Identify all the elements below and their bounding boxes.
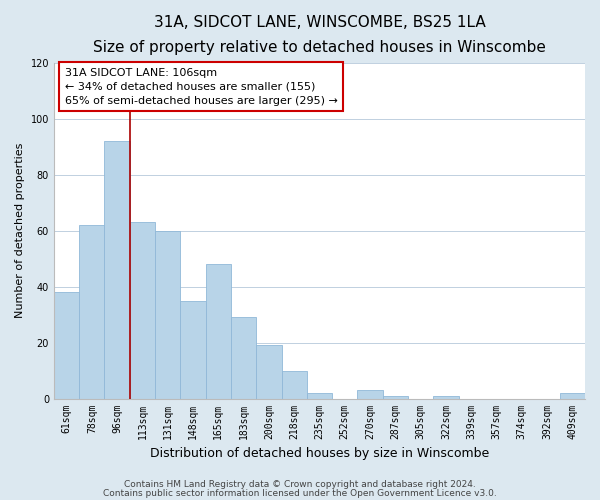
X-axis label: Distribution of detached houses by size in Winscombe: Distribution of detached houses by size … bbox=[150, 447, 489, 460]
Text: Contains HM Land Registry data © Crown copyright and database right 2024.: Contains HM Land Registry data © Crown c… bbox=[124, 480, 476, 489]
Title: 31A, SIDCOT LANE, WINSCOMBE, BS25 1LA
Size of property relative to detached hous: 31A, SIDCOT LANE, WINSCOMBE, BS25 1LA Si… bbox=[93, 15, 546, 54]
Bar bbox=[155, 230, 181, 398]
Bar bbox=[206, 264, 231, 398]
Bar bbox=[256, 346, 281, 399]
Bar bbox=[104, 141, 130, 399]
Text: Contains public sector information licensed under the Open Government Licence v3: Contains public sector information licen… bbox=[103, 488, 497, 498]
Y-axis label: Number of detached properties: Number of detached properties bbox=[15, 143, 25, 318]
Bar bbox=[130, 222, 155, 398]
Bar bbox=[383, 396, 408, 398]
Bar bbox=[358, 390, 383, 398]
Bar bbox=[560, 393, 585, 398]
Bar bbox=[181, 300, 206, 398]
Bar bbox=[54, 292, 79, 399]
Bar bbox=[281, 370, 307, 398]
Text: 31A SIDCOT LANE: 106sqm
← 34% of detached houses are smaller (155)
65% of semi-d: 31A SIDCOT LANE: 106sqm ← 34% of detache… bbox=[65, 68, 337, 106]
Bar bbox=[433, 396, 458, 398]
Bar bbox=[231, 318, 256, 398]
Bar bbox=[79, 225, 104, 398]
Bar bbox=[307, 393, 332, 398]
